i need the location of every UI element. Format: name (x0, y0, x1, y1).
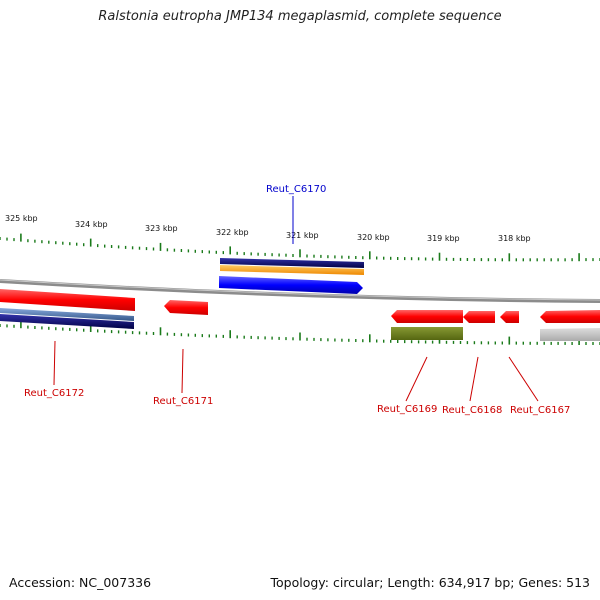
gene-label-reut-c6168[interactable]: Reut_C6168 (442, 405, 502, 416)
gene-label-reut-c6171[interactable]: Reut_C6171 (153, 396, 213, 407)
gene-label-reut-c6170[interactable]: Reut_C6170 (266, 184, 326, 195)
map-title: Ralstonia eutropha JMP134 megaplasmid, c… (98, 9, 502, 24)
feature-bar-gray[interactable] (540, 328, 600, 341)
feature-bar-steelblue[interactable] (0, 308, 134, 321)
gene-label-reut-c6169[interactable]: Reut_C6169 (377, 404, 437, 415)
ruler-label: 323 kbp (145, 224, 178, 233)
ruler-label: 318 kbp (498, 234, 531, 243)
feature-bar-navy[interactable] (220, 258, 364, 268)
feature-bar-navy-lower[interactable] (0, 314, 134, 329)
feature-bar-olive[interactable] (391, 327, 463, 340)
inner-tick-row (0, 320, 600, 345)
gene-arrow-reut-c6172[interactable] (0, 289, 135, 311)
ruler-labels: 325 kbp 324 kbp 323 kbp 322 kbp 321 kbp … (5, 214, 531, 243)
accession-text: Accession: NC_007336 (9, 575, 152, 590)
gene-arrow-reut-c6170[interactable] (219, 276, 363, 294)
ruler-label: 324 kbp (75, 220, 108, 229)
outer-tick-row (0, 233, 600, 262)
gene-label-reut-c6172[interactable]: Reut_C6172 (24, 388, 84, 399)
ruler-label: 325 kbp (5, 214, 38, 223)
ruler-label: 322 kbp (216, 228, 249, 237)
gene-arrow-reut-c6169[interactable] (391, 310, 463, 323)
sequence-summary: Topology: circular; Length: 634,917 bp; … (270, 575, 591, 590)
gene-arrow-offscreen[interactable] (540, 310, 600, 323)
label-leaders (53, 196, 539, 402)
gene-arrow-reut-c6167[interactable] (500, 311, 519, 323)
ruler-label: 319 kbp (427, 234, 460, 243)
gene-arrow-reut-c6171[interactable] (164, 300, 208, 315)
feature-bar-orange[interactable] (220, 265, 364, 275)
gene-arrow-reut-c6168[interactable] (463, 311, 495, 323)
ruler-label: 321 kbp (286, 231, 319, 240)
plasmid-backbone (0, 279, 600, 303)
ruler-label: 320 kbp (357, 233, 390, 242)
gene-label-reut-c6167[interactable]: Reut_C6167 (510, 405, 570, 416)
